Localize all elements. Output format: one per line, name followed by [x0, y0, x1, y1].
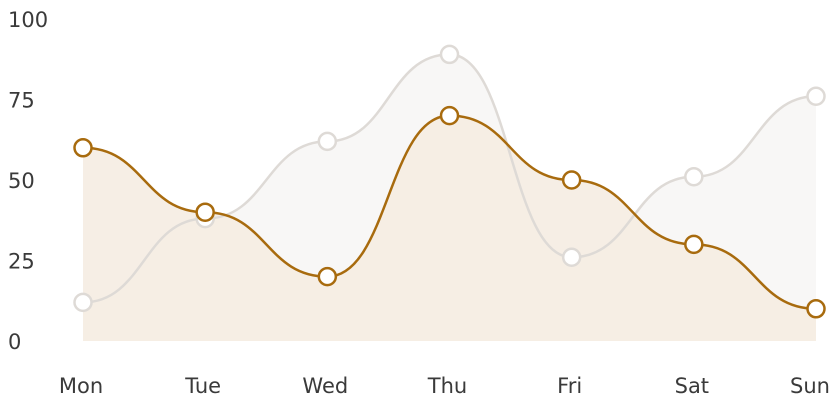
y-tick-label: 50 — [8, 169, 35, 193]
y-tick-label: 0 — [8, 330, 21, 354]
series-2-point-tue[interactable] — [195, 202, 215, 222]
series-2-point-fri[interactable] — [561, 170, 582, 190]
series-1-point-thu[interactable] — [439, 44, 460, 65]
series-2-area — [83, 115, 816, 341]
x-tick-label-tue: Tue — [184, 374, 221, 398]
series-1-point-sun[interactable] — [806, 86, 826, 107]
y-tick-label: 25 — [8, 250, 35, 274]
x-tick-label-sat: Sat — [675, 374, 709, 398]
x-tick-label-mon: Mon — [59, 374, 103, 398]
x-tick-label-fri: Fri — [557, 374, 582, 398]
x-axis: Mon Tue Wed Thu Fri Sat Sun — [59, 374, 830, 398]
y-tick-label: 100 — [8, 8, 48, 32]
x-tick-label-wed: Wed — [302, 374, 348, 398]
series-1-point-wed[interactable] — [317, 131, 338, 152]
series-2-point-wed[interactable] — [317, 266, 338, 287]
data-points — [73, 44, 826, 319]
x-tick-label-thu: Thu — [427, 374, 467, 398]
y-tick-label: 75 — [8, 89, 35, 113]
series-1-point-fri[interactable] — [561, 247, 582, 268]
series-2-point-sat[interactable] — [684, 234, 704, 255]
series-2-point-thu[interactable] — [439, 105, 460, 126]
series-1-point-sat[interactable] — [684, 167, 704, 187]
x-tick-label-sun: Sun — [790, 374, 830, 398]
series-1-point-mon[interactable] — [73, 292, 93, 313]
area-fills — [83, 54, 816, 342]
series-2-point-mon[interactable] — [73, 138, 93, 158]
series-2-point-sun[interactable] — [806, 299, 826, 319]
y-axis: 0 25 50 75 100 — [8, 8, 48, 354]
